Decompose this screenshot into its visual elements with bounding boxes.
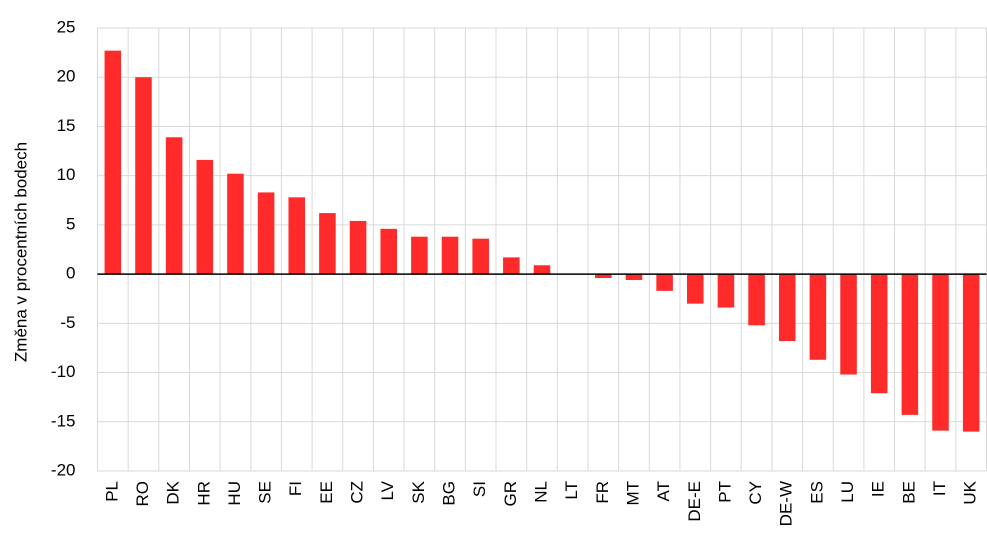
x-tick-label: GR: [501, 481, 520, 507]
x-tick-label: FI: [286, 481, 305, 496]
y-tick-label: -20: [51, 460, 76, 479]
bar: [778, 274, 796, 342]
x-tick-label: CY: [746, 481, 765, 505]
bar: [135, 77, 152, 275]
bar: [104, 50, 122, 275]
x-tick-label: DK: [164, 480, 183, 504]
bar: [533, 265, 551, 275]
y-tick-label: 10: [57, 165, 76, 184]
x-tick-label: ES: [807, 481, 826, 504]
bar: [717, 274, 735, 308]
bar: [962, 274, 980, 432]
x-tick-label: DE-W: [777, 481, 796, 526]
bar: [656, 274, 673, 291]
x-tick-label: PL: [102, 481, 121, 502]
bar: [380, 228, 398, 275]
y-tick-label: 20: [57, 67, 76, 86]
bar: [809, 274, 827, 360]
y-tick-label: 0: [66, 264, 75, 283]
bar: [686, 274, 704, 304]
x-tick-label: UK: [961, 480, 980, 504]
y-tick-label: 5: [66, 214, 75, 233]
x-tick-label: IE: [869, 481, 888, 497]
bar: [840, 274, 857, 375]
x-tick-label: NL: [531, 481, 550, 503]
x-tick-label: LT: [562, 481, 581, 500]
x-tick-label: AT: [654, 481, 673, 501]
x-tick-label: SE: [256, 481, 275, 504]
bar: [411, 236, 428, 275]
x-tick-label: PT: [715, 481, 734, 503]
x-tick-label: BG: [440, 481, 459, 506]
x-tick-label: SI: [470, 481, 489, 497]
bar: [165, 137, 183, 275]
bar: [595, 274, 612, 279]
y-tick-label: -10: [51, 362, 76, 381]
x-tick-label: DE-E: [685, 481, 704, 522]
bar: [503, 257, 520, 275]
x-tick-label: SK: [409, 480, 428, 503]
bar: [472, 238, 489, 275]
bar: [288, 197, 306, 275]
y-tick-label: 15: [57, 116, 76, 135]
bar: [257, 192, 275, 275]
x-tick-label: HU: [225, 481, 244, 506]
bar: [319, 213, 336, 275]
bar: [349, 220, 367, 275]
y-axis-label: Změna v procentních bodech: [11, 142, 30, 362]
x-tick-label: LU: [838, 481, 857, 503]
bar: [227, 173, 244, 275]
bar: [932, 274, 949, 431]
x-tick-label: BE: [899, 481, 918, 504]
bar: [196, 159, 214, 275]
x-tick-label: RO: [133, 481, 152, 507]
bar: [625, 274, 643, 281]
y-tick-label: -5: [60, 313, 75, 332]
x-tick-label: CZ: [348, 481, 367, 504]
x-tick-label: MT: [623, 481, 642, 506]
bar: [870, 274, 888, 394]
x-tick-label: IT: [930, 481, 949, 496]
y-tick-label: 25: [57, 17, 76, 36]
bar: [901, 274, 919, 415]
y-tick-label: -15: [51, 411, 76, 430]
x-tick-label: EE: [317, 481, 336, 504]
x-tick-label: HR: [194, 481, 213, 506]
bar: [441, 236, 459, 275]
bar: [748, 274, 765, 326]
x-tick-label: LV: [378, 480, 397, 500]
x-tick-label: FR: [593, 481, 612, 504]
